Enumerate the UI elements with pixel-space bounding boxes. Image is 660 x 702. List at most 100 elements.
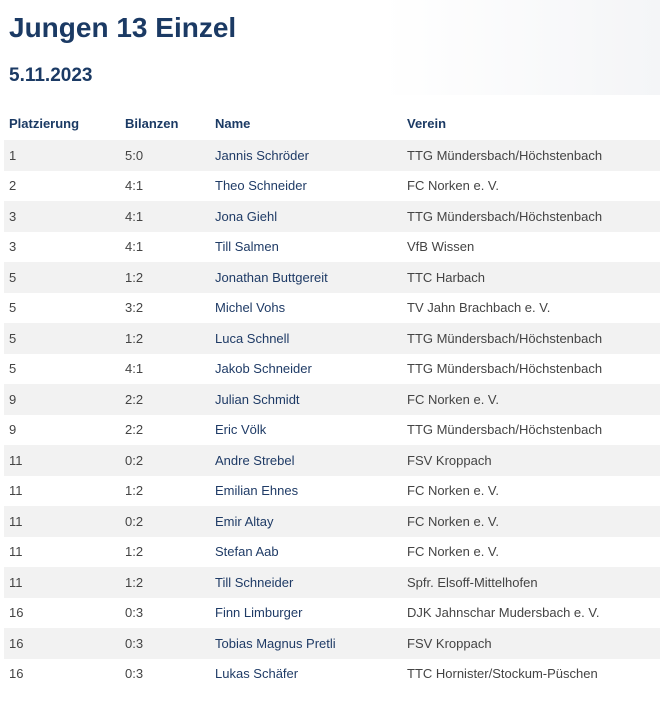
club-cell: FC Norken e. V. — [407, 483, 500, 499]
club-cell: FC Norken e. V. — [407, 544, 500, 560]
header-row: Platzierung Bilanzen Name Verein — [4, 106, 660, 140]
player-name-link[interactable]: Tobias Magnus Pretli — [215, 635, 336, 651]
player-name-cell: Eric Völk — [210, 415, 402, 446]
player-name-cell: Michel Vohs — [210, 293, 402, 324]
player-name-cell: Emir Altay — [210, 506, 402, 537]
results-table-body: 1 5:0 Jannis Schröder TTG Mündersbach/Höchs… — [4, 140, 660, 689]
results-table: Platzierung Bilanzen Name Verein 1 5:0 Jan… — [4, 106, 660, 689]
player-name-link[interactable]: Andre Strebel — [215, 452, 295, 468]
club-cell: Spfr. Elsoff-Mittelhofen — [407, 574, 538, 590]
column-header-platzierung: Platzierung — [9, 115, 80, 131]
table-row: 11 1:2 Stefan Aab FC Norken e. V. — [4, 537, 660, 568]
player-name-cell: Julian Schmidt — [210, 384, 402, 415]
bilanz-cell: 0:3 — [125, 635, 144, 651]
placement-cell: 3 — [9, 239, 17, 255]
page-title: Jungen 13 Einzel — [9, 12, 237, 43]
placement-cell: 11 — [9, 483, 23, 499]
bilanz-cell: 1:2 — [125, 544, 144, 560]
club-cell: TTG Mündersbach/Höchstenbach — [407, 330, 603, 346]
player-name-cell: Jonathan Buttgereit — [210, 262, 402, 293]
table-row: 5 1:2 Luca Schnell TTG Mündersbach/Höchsten… — [4, 323, 660, 354]
table-row: 9 2:2 Julian Schmidt FC Norken e. V. — [4, 384, 660, 415]
placement-cell: 9 — [9, 391, 17, 407]
player-name-cell: Till Schneider — [210, 567, 402, 598]
placement-cell: 5 — [9, 361, 17, 377]
placement-cell: 16 — [9, 635, 24, 651]
bilanz-cell: 1:2 — [125, 269, 144, 285]
bilanz-cell: 2:2 — [125, 422, 144, 438]
player-name-link[interactable]: Luca Schnell — [215, 330, 290, 346]
club-cell: TTC Harbach — [407, 269, 486, 285]
player-name-link[interactable]: Jonathan Buttgereit — [215, 269, 328, 285]
column-header-name: Name — [215, 115, 251, 131]
club-cell: TTG Mündersbach/Höchstenbach — [407, 208, 603, 224]
table-row: 11 0:2 Emir Altay FC Norken e. V. — [4, 506, 660, 537]
player-name-link[interactable]: Julian Schmidt — [215, 391, 300, 407]
club-cell: TTC Hornister/Stockum-Püschen — [407, 666, 598, 682]
placement-cell: 11 — [9, 574, 23, 590]
table-row: 3 4:1 Jona Giehl TTG Mündersbach/Höchstenba… — [4, 201, 660, 232]
bilanz-cell: 0:3 — [125, 666, 144, 682]
placement-cell: 11 — [9, 513, 23, 529]
bilanz-cell: 0:2 — [125, 452, 144, 468]
player-name-link[interactable]: Till Salmen — [215, 239, 279, 255]
player-name-cell: Jakob Schneider — [210, 354, 402, 385]
player-name-cell: Stefan Aab — [210, 537, 402, 568]
player-name-link[interactable]: Jakob Schneider — [215, 361, 312, 377]
table-row: 5 3:2 Michel Vohs TV Jahn Brachbach e. V. — [4, 293, 660, 324]
club-cell: DJK Jahnschar Mudersbach e. V. — [407, 605, 600, 621]
player-name-link[interactable]: Emilian Ehnes — [215, 483, 299, 499]
bilanz-cell: 4:1 — [125, 208, 144, 224]
bilanz-cell: 0:3 — [125, 605, 144, 621]
player-name-cell: Lukas Schäfer — [210, 659, 402, 690]
bilanz-cell: 4:1 — [125, 239, 144, 255]
player-name-cell: Luca Schnell — [210, 323, 402, 354]
club-cell: TTG Mündersbach/Höchstenbach — [407, 147, 603, 163]
placement-cell: 5 — [9, 300, 17, 316]
table-row: 16 0:3 Lukas Schäfer TTC Hornister/Stockum-… — [4, 659, 660, 690]
player-name-link[interactable]: Stefan Aab — [215, 544, 279, 560]
player-name-link[interactable]: Finn Limburger — [215, 605, 303, 621]
player-name-link[interactable]: Theo Schneider — [215, 178, 307, 194]
table-row: 1 5:0 Jannis Schröder TTG Mündersbach/Höchs… — [4, 140, 660, 171]
table-row: 3 4:1 Till Salmen VfB Wissen — [4, 232, 660, 263]
placement-cell: 16 — [9, 666, 24, 682]
placement-cell: 3 — [9, 208, 17, 224]
player-name-link[interactable]: Jona Giehl — [215, 208, 278, 224]
player-name-cell: Jannis Schröder — [210, 140, 402, 171]
placement-cell: 5 — [9, 269, 17, 285]
table-row: 11 1:2 Emilian Ehnes FC Norken e. V. — [4, 476, 660, 507]
club-cell: FC Norken e. V. — [407, 513, 500, 529]
player-name-cell: Emilian Ehnes — [210, 476, 402, 507]
bilanz-cell: 2:2 — [125, 391, 144, 407]
table-row: 5 4:1 Jakob Schneider TTG Mündersbach/Höchs… — [4, 354, 660, 385]
club-cell: TTG Mündersbach/Höchstenbach — [407, 422, 603, 438]
player-name-link[interactable]: Lukas Schäfer — [215, 666, 299, 682]
player-name-link[interactable]: Jannis Schröder — [215, 147, 309, 163]
bilanz-cell: 3:2 — [125, 300, 144, 316]
bilanz-cell: 5:0 — [125, 147, 144, 163]
player-name-cell: Theo Schneider — [210, 171, 402, 202]
club-cell: TV Jahn Brachbach e. V. — [407, 300, 551, 316]
bilanz-cell: 4:1 — [125, 361, 144, 377]
placement-cell: 2 — [9, 178, 17, 194]
placement-cell: 11 — [9, 544, 23, 560]
placement-cell: 5 — [9, 330, 17, 346]
player-name-link[interactable]: Michel Vohs — [215, 300, 286, 316]
player-name-link[interactable]: Emir Altay — [215, 513, 274, 529]
column-header-verein: Verein — [407, 115, 447, 131]
club-cell: VfB Wissen — [407, 239, 475, 255]
table-row: 9 2:2 Eric Völk TTG Mündersbach/Höchstenbac… — [4, 415, 660, 446]
bilanz-cell: 1:2 — [125, 330, 144, 346]
table-row: 11 1:2 Till Schneider Spfr. Elsoff-Mittelho… — [4, 567, 660, 598]
player-name-cell: Jona Giehl — [210, 201, 402, 232]
player-name-link[interactable]: Till Schneider — [215, 574, 294, 590]
player-name-cell: Tobias Magnus Pretli — [210, 628, 402, 659]
event-date: 5.11.2023 — [9, 65, 93, 86]
player-name-cell: Finn Limburger — [210, 598, 402, 629]
table-row: 5 1:2 Jonathan Buttgereit TTC Harbach — [4, 262, 660, 293]
bilanz-cell: 1:2 — [125, 483, 144, 499]
club-cell: TTG Mündersbach/Höchstenbach — [407, 361, 603, 377]
club-cell: FC Norken e. V. — [407, 178, 500, 194]
player-name-link[interactable]: Eric Völk — [215, 422, 267, 438]
